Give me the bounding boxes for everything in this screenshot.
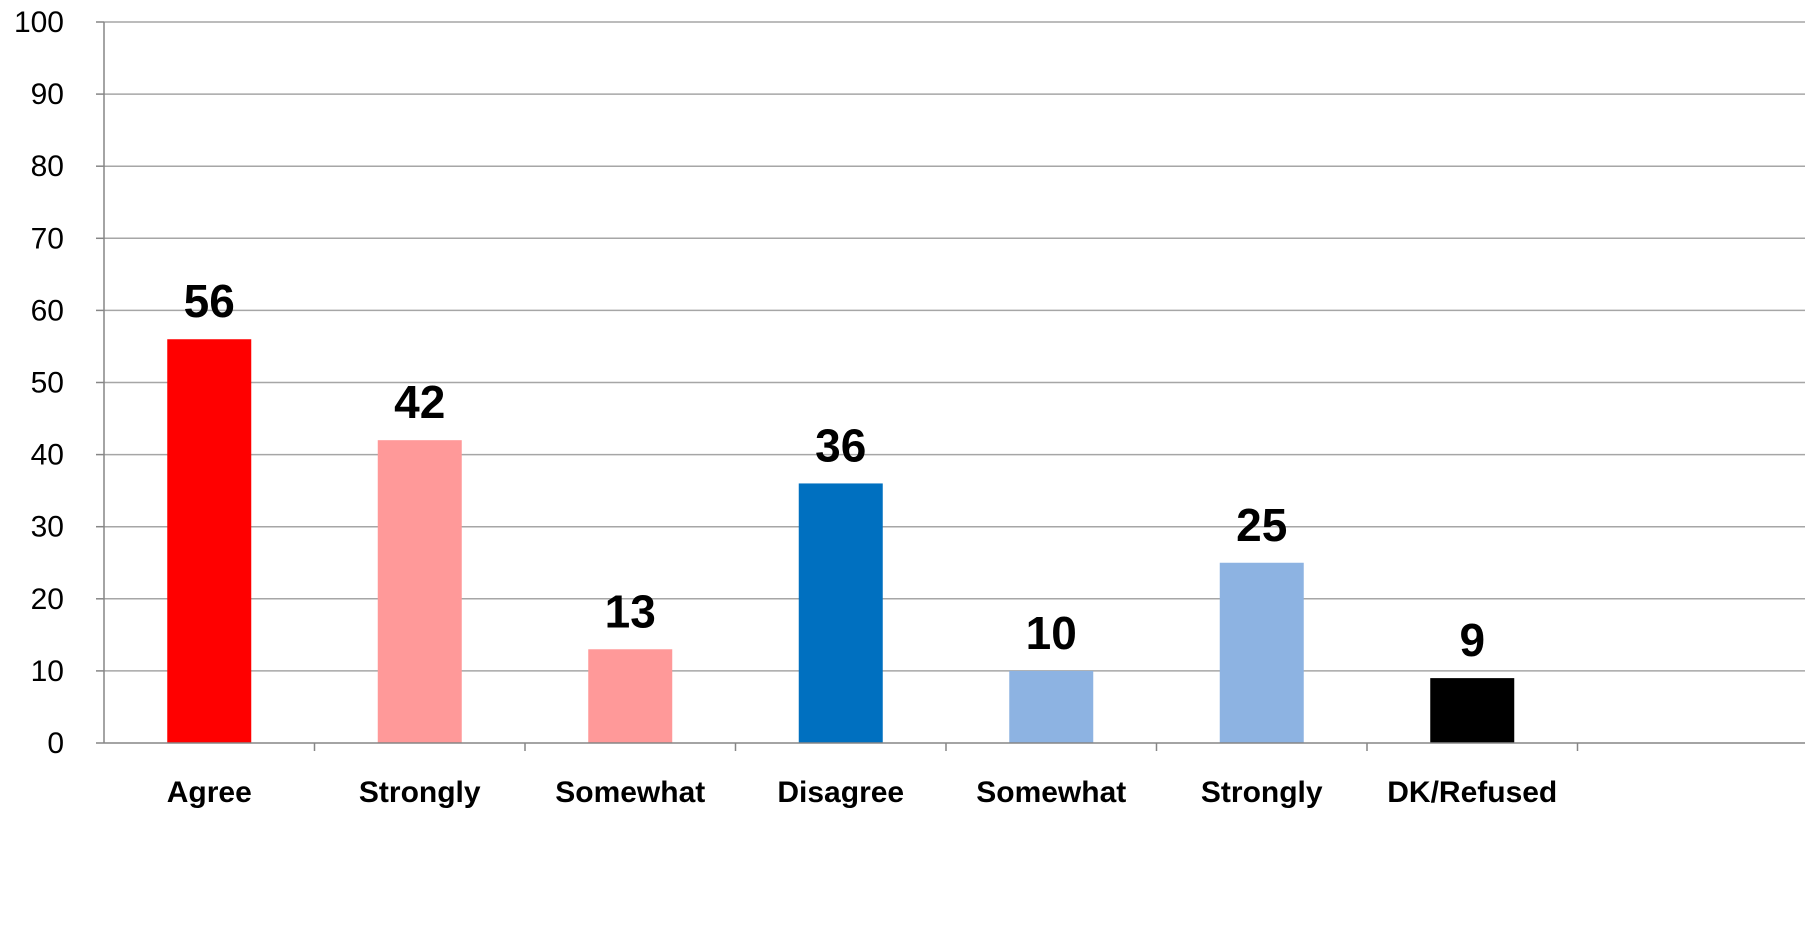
x-tick-label: Somewhat [976, 776, 1126, 809]
bar-3 [588, 649, 673, 743]
x-tick-labels: Agree Strongly Somewhat Disagree Somewhat Str… [167, 776, 1558, 809]
x-tick-label: Agree [167, 776, 252, 809]
y-tick-label: 10 [31, 655, 64, 688]
x-tick-label: Strongly [1201, 776, 1323, 809]
bar-7 [1430, 678, 1515, 743]
x-tick-label: DK/Refused [1387, 776, 1557, 809]
bar-6 [1219, 562, 1304, 743]
data-label: 36 [815, 419, 866, 471]
y-tick-labels: 0 10 20 30 40 50 60 70 80 90 100 [14, 6, 64, 760]
bars [167, 339, 1515, 743]
bar-5 [1009, 670, 1094, 743]
bar-4 [798, 483, 883, 743]
y-tick-label: 100 [14, 6, 64, 39]
data-label: 42 [394, 376, 445, 428]
data-label: 10 [1026, 607, 1077, 659]
x-tick-label: Somewhat [555, 776, 705, 809]
y-tick-label: 40 [31, 439, 64, 472]
y-tick-label: 20 [31, 583, 64, 616]
axes [96, 21, 1805, 751]
bar-1 [167, 339, 252, 743]
data-label: 56 [184, 275, 235, 327]
y-tick-label: 80 [31, 150, 64, 183]
y-tick-label: 50 [31, 367, 64, 400]
data-label: 9 [1459, 614, 1485, 666]
y-tick-label: 0 [47, 727, 64, 760]
y-tick-label: 60 [31, 294, 64, 327]
data-label: 25 [1236, 499, 1287, 551]
y-tick-label: 30 [31, 511, 64, 544]
gridlines [104, 21, 1805, 672]
bar-2 [377, 440, 462, 743]
data-label: 13 [605, 585, 656, 637]
data-labels: 56 42 13 36 10 25 9 [184, 275, 1485, 666]
x-tick-label: Strongly [359, 776, 481, 809]
y-tick-label: 90 [31, 78, 64, 111]
y-tick-label: 70 [31, 222, 64, 255]
x-tick-label: Disagree [777, 776, 904, 809]
